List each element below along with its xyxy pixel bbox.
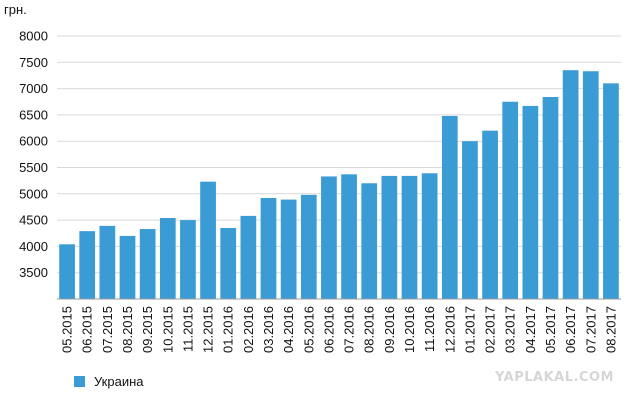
x-tick-label: 04.2016 [281, 306, 296, 353]
y-tick-label: 3500 [19, 265, 48, 280]
bar [421, 173, 438, 299]
x-tick-label: 07.2015 [100, 306, 115, 353]
y-tick-label: 7500 [19, 55, 48, 70]
bar [542, 97, 559, 300]
y-tick-label: 7000 [19, 81, 48, 96]
bar [381, 175, 398, 299]
x-tick-label: 08.2015 [120, 306, 135, 353]
bar [441, 115, 458, 300]
x-tick-label: 08.2016 [362, 306, 377, 353]
x-tick-label: 05.2016 [301, 306, 316, 353]
x-tick-label: 06.2016 [321, 306, 336, 353]
bar [300, 194, 317, 299]
x-tick-label: 01.2016 [221, 306, 236, 353]
x-tick-label: 03.2016 [261, 306, 276, 353]
y-tick-label: 5500 [19, 160, 48, 175]
bar [341, 174, 357, 299]
x-tick-labels: 05.2015 06.2015 07.2015 08.2015 09.2015 10.20… [60, 306, 619, 353]
y-tick-label: 5000 [19, 186, 48, 201]
x-tick-label: 06.2015 [80, 306, 95, 353]
x-tick-label: 02.2016 [241, 306, 256, 353]
x-tick-label: 01.2017 [462, 306, 477, 353]
y-tick-label: 8000 [19, 29, 48, 44]
bar [220, 227, 237, 299]
bar [79, 231, 96, 299]
y-tick-label: 4000 [19, 239, 48, 254]
bar [99, 225, 116, 299]
x-tick-label: 09.2016 [382, 306, 397, 353]
y-tick-labels: 3500 4000 4500 5000 5500 6000 6500 7000 7500 8000 [19, 29, 48, 281]
x-tick-label: 07.2017 [583, 306, 598, 353]
legend-label: Украина [94, 374, 144, 389]
bar [462, 141, 478, 299]
bar [139, 229, 156, 299]
x-tick-label: 10.2015 [160, 306, 175, 353]
x-tick-label: 12.2015 [201, 306, 216, 353]
bars [59, 70, 619, 300]
x-tick-label: 07.2016 [342, 306, 357, 353]
bar [603, 83, 619, 299]
bar [401, 175, 418, 299]
bar [482, 130, 498, 299]
x-tick-label: 05.2017 [543, 306, 558, 353]
x-tick-label: 11.2016 [422, 306, 437, 352]
bar [562, 70, 579, 299]
bar [119, 235, 136, 299]
bar [200, 181, 216, 299]
x-tick-label: 08.2017 [603, 306, 618, 353]
x-tick-label: 04.2017 [523, 306, 538, 353]
x-tick-label: 09.2015 [140, 306, 155, 353]
bar [260, 198, 277, 299]
y-tick-label: 6500 [19, 107, 48, 122]
watermark: YAPLAKAL.COM [495, 370, 614, 385]
bar [361, 183, 378, 299]
bar [240, 215, 257, 299]
legend: Украина [74, 374, 144, 389]
bar [180, 220, 196, 299]
bar [502, 101, 519, 299]
bar [321, 176, 337, 299]
bar [522, 105, 539, 299]
x-tick-label: 12.2016 [442, 306, 457, 353]
bar [59, 244, 75, 299]
y-tick-label: 6000 [19, 134, 48, 149]
x-tick-label: 03.2017 [503, 306, 518, 353]
x-tick-label: 05.2015 [60, 306, 75, 353]
legend-swatch [74, 376, 85, 387]
x-tick-label: 10.2016 [402, 306, 417, 353]
bar [159, 217, 176, 299]
y-axis-label: грн. [4, 2, 27, 17]
y-tick-label: 4500 [19, 213, 48, 228]
x-tick-label: 02.2017 [483, 306, 498, 353]
bar [280, 199, 297, 299]
x-tick-label: 06.2017 [563, 306, 578, 353]
bar [582, 71, 599, 299]
x-tick-label: 11.2015 [180, 306, 195, 352]
